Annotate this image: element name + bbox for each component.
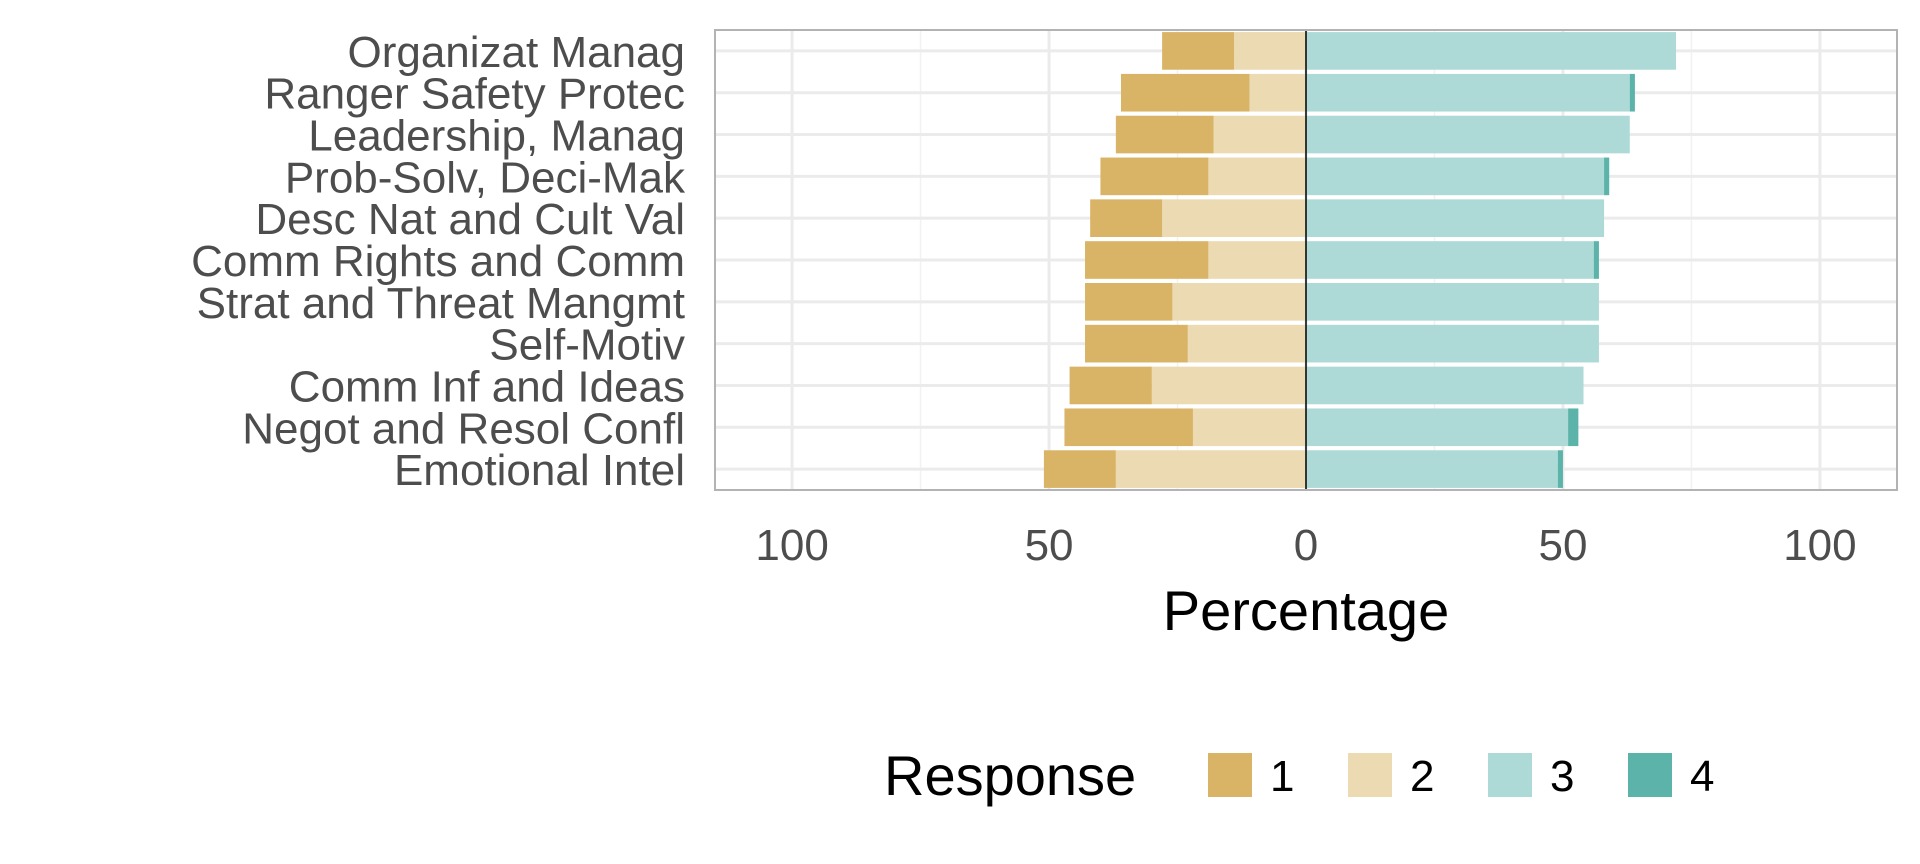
y-tick-label: Ranger Safety Protec [264,70,685,119]
bar-negot-and-resol-confl-response-3 [1306,408,1569,447]
bar-leadership-manag-response-3 [1306,115,1630,154]
bar-ranger-safety-protec-response-4 [1629,73,1635,112]
legend: Response 1 2 3 4 [884,744,1714,807]
bar-self-motiv-response-2 [1187,324,1306,363]
x-tick-label: 50 [1538,521,1587,570]
bar-prob-solv-deci-mak-response-1 [1100,157,1209,196]
bar-self-motiv-response-1 [1085,324,1188,363]
bar-prob-solv-deci-mak-response-4 [1604,157,1610,196]
legend-key-1 [1208,753,1252,797]
bar-comm-rights-and-comm-response-2 [1208,241,1306,279]
x-axis-title: Percentage [1163,579,1449,642]
bar-emotional-intel-response-3 [1306,450,1558,488]
y-tick-label: Desc Nat and Cult Val [255,195,685,244]
y-tick-label: Leadership, Manag [308,112,685,161]
legend-label: 1 [1270,752,1294,801]
y-tick-label: Negot and Resol Confl [242,404,685,453]
legend-key-3 [1488,753,1532,797]
legend-key-2 [1348,753,1392,797]
bar-comm-inf-and-ideas-response-2 [1151,366,1306,405]
bar-prob-solv-deci-mak-response-3 [1306,157,1605,196]
bar-strat-and-threat-mangmt-response-3 [1306,283,1599,321]
x-tick-label: 0 [1294,521,1318,570]
bar-strat-and-threat-mangmt-response-1 [1085,283,1173,321]
bar-emotional-intel-response-2 [1115,450,1306,488]
bar-ranger-safety-protec-response-2 [1249,73,1306,112]
bar-emotional-intel-response-1 [1043,450,1116,488]
bar-negot-and-resol-confl-response-4 [1568,408,1579,447]
bar-organizat-manag-response-2 [1234,32,1306,70]
bar-desc-nat-and-cult-val-response-1 [1090,199,1163,237]
x-axis-tick-labels: 100 50 0 50 100 [755,521,1856,570]
y-tick-label: Prob-Solv, Deci-Mak [285,153,686,202]
bar-organizat-manag-response-3 [1306,32,1677,70]
legend-label: 3 [1550,752,1574,801]
y-tick-label: Self-Motiv [489,321,685,370]
y-tick-label: Organizat Manag [347,28,685,77]
bar-leadership-manag-response-2 [1213,115,1306,154]
bar-desc-nat-and-cult-val-response-3 [1306,199,1605,237]
bar-comm-rights-and-comm-response-4 [1593,241,1599,279]
bar-strat-and-threat-mangmt-response-2 [1172,283,1306,321]
bar-negot-and-resol-confl-response-1 [1064,408,1193,447]
bar-negot-and-resol-confl-response-2 [1192,408,1306,447]
bar-leadership-manag-response-1 [1115,115,1214,154]
legend-title: Response [884,744,1136,807]
bar-comm-rights-and-comm-response-1 [1085,241,1209,279]
bar-self-motiv-response-3 [1306,324,1599,363]
bar-emotional-intel-response-4 [1557,450,1563,488]
bar-ranger-safety-protec-response-1 [1120,73,1250,112]
y-tick-label: Comm Rights and Comm [191,237,685,286]
bar-organizat-manag-response-1 [1162,32,1235,70]
legend-label: 2 [1410,752,1434,801]
x-tick-label: 100 [1783,521,1856,570]
bar-comm-inf-and-ideas-response-3 [1306,366,1584,405]
x-tick-label: 100 [755,521,828,570]
bars [1043,32,1677,488]
legend-key-4 [1628,753,1672,797]
bar-prob-solv-deci-mak-response-2 [1208,157,1306,196]
y-tick-label: Comm Inf and Ideas [289,362,685,411]
panel-border [714,29,1898,491]
bar-comm-rights-and-comm-response-3 [1306,241,1594,279]
legend-label: 4 [1690,752,1714,801]
y-tick-label: Strat and Threat Mangmt [197,279,685,328]
bar-ranger-safety-protec-response-3 [1306,73,1630,112]
bar-desc-nat-and-cult-val-response-2 [1162,199,1306,237]
y-tick-label: Emotional Intel [394,446,685,495]
bar-comm-inf-and-ideas-response-1 [1069,366,1152,405]
x-tick-label: 50 [1025,521,1074,570]
